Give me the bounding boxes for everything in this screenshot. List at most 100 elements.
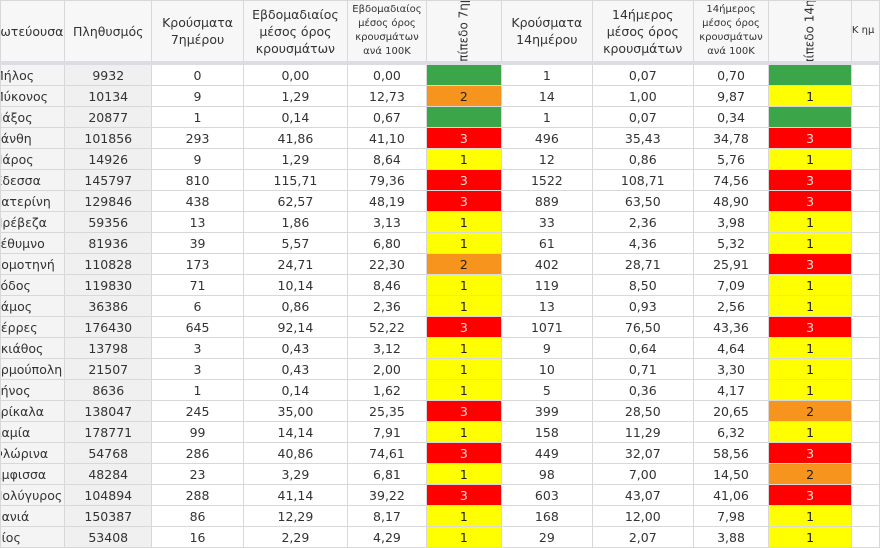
cases7-cell[interactable]: 13 xyxy=(151,211,244,233)
avg14-cell[interactable]: 11,29 xyxy=(591,421,694,443)
city-cell[interactable]: Φλώρινα xyxy=(0,442,66,464)
cases7-cell[interactable]: 3 xyxy=(151,337,244,359)
header-avg14-100k[interactable]: 14ήμερος μέσος όρος κρουσμάτων ανά 100K xyxy=(692,0,770,65)
avg7-cell[interactable]: 0,00 xyxy=(242,62,349,86)
cases14-cell[interactable]: 9 xyxy=(500,337,593,359)
city-cell[interactable]: Ρόδος xyxy=(0,274,66,296)
cases14-cell[interactable]: 496 xyxy=(500,127,593,149)
city-cell[interactable]: Πάρος xyxy=(0,148,66,170)
avg7-100k-cell[interactable]: 52,22 xyxy=(347,316,427,338)
cases14-cell[interactable]: 168 xyxy=(500,505,593,527)
extra-cell[interactable] xyxy=(850,274,880,296)
avg7-100k-cell[interactable]: 48,19 xyxy=(347,190,427,212)
cases14-cell[interactable]: 12 xyxy=(500,148,593,170)
avg14-cell[interactable]: 0,36 xyxy=(591,379,694,401)
city-cell[interactable]: Πρέβεζα xyxy=(0,211,66,233)
extra-cell[interactable] xyxy=(850,295,880,317)
avg14-100k-cell[interactable]: 2,56 xyxy=(692,295,770,317)
population-cell[interactable]: 145797 xyxy=(64,169,153,191)
level7-cell[interactable]: 1 xyxy=(425,358,502,380)
level14-cell[interactable]: 3 xyxy=(768,169,852,191)
cases14-cell[interactable]: 1 xyxy=(500,106,593,128)
level14-cell[interactable]: 1 xyxy=(768,337,852,359)
level14-cell[interactable]: 3 xyxy=(768,484,852,506)
level14-cell[interactable]: 1 xyxy=(768,526,852,548)
cases14-cell[interactable]: 98 xyxy=(500,463,593,485)
header-avg14[interactable]: 14ήμερος μέσος όρος κρουσμάτων xyxy=(591,0,694,65)
avg14-cell[interactable]: 28,71 xyxy=(591,253,694,275)
city-cell[interactable]: Ρέθυμνο xyxy=(0,232,66,254)
cases7-cell[interactable]: 6 xyxy=(151,295,244,317)
level7-cell[interactable]: 1 xyxy=(425,295,502,317)
population-cell[interactable]: 81936 xyxy=(64,232,153,254)
level7-cell[interactable]: 3 xyxy=(425,316,502,338)
level7-cell[interactable]: 1 xyxy=(425,526,502,548)
avg7-100k-cell[interactable]: 12,73 xyxy=(347,85,427,107)
population-cell[interactable]: 54768 xyxy=(64,442,153,464)
population-cell[interactable]: 178771 xyxy=(64,421,153,443)
extra-cell[interactable] xyxy=(850,127,880,149)
cases7-cell[interactable]: 0 xyxy=(151,62,244,86)
level14-cell[interactable]: 1 xyxy=(768,379,852,401)
city-cell[interactable]: Σάμος xyxy=(0,295,66,317)
cases7-cell[interactable]: 23 xyxy=(151,463,244,485)
cases14-cell[interactable]: 402 xyxy=(500,253,593,275)
avg14-cell[interactable]: 0,86 xyxy=(591,148,694,170)
avg14-cell[interactable]: 8,50 xyxy=(591,274,694,296)
cases7-cell[interactable]: 810 xyxy=(151,169,244,191)
avg14-100k-cell[interactable]: 3,30 xyxy=(692,358,770,380)
cases7-cell[interactable]: 9 xyxy=(151,148,244,170)
avg7-100k-cell[interactable]: 39,22 xyxy=(347,484,427,506)
avg7-100k-cell[interactable]: 8,17 xyxy=(347,505,427,527)
avg14-100k-cell[interactable]: 74,56 xyxy=(692,169,770,191)
avg7-cell[interactable]: 40,86 xyxy=(242,442,349,464)
extra-cell[interactable] xyxy=(850,463,880,485)
extra-cell[interactable] xyxy=(850,106,880,128)
cases7-cell[interactable]: 1 xyxy=(151,106,244,128)
cases14-cell[interactable]: 10 xyxy=(500,358,593,380)
avg14-100k-cell[interactable]: 34,78 xyxy=(692,127,770,149)
level7-cell[interactable]: 3 xyxy=(425,190,502,212)
population-cell[interactable]: 48284 xyxy=(64,463,153,485)
extra-cell[interactable] xyxy=(850,316,880,338)
cases14-cell[interactable]: 1522 xyxy=(500,169,593,191)
avg14-100k-cell[interactable]: 7,09 xyxy=(692,274,770,296)
city-cell[interactable]: Νάξος xyxy=(0,106,66,128)
extra-cell[interactable] xyxy=(850,232,880,254)
extra-cell[interactable] xyxy=(850,358,880,380)
header-cases14[interactable]: Κρούσματα 14ημέρου xyxy=(500,0,593,65)
avg14-100k-cell[interactable]: 20,65 xyxy=(692,400,770,422)
avg7-100k-cell[interactable]: 2,00 xyxy=(347,358,427,380)
avg7-100k-cell[interactable]: 7,91 xyxy=(347,421,427,443)
cases7-cell[interactable]: 86 xyxy=(151,505,244,527)
cases7-cell[interactable]: 438 xyxy=(151,190,244,212)
population-cell[interactable]: 176430 xyxy=(64,316,153,338)
level7-cell[interactable]: 1 xyxy=(425,463,502,485)
avg14-100k-cell[interactable]: 4,17 xyxy=(692,379,770,401)
city-cell[interactable]: Χανιά xyxy=(0,505,66,527)
avg7-cell[interactable]: 24,71 xyxy=(242,253,349,275)
city-cell[interactable]: Σκιάθος xyxy=(0,337,66,359)
level14-cell[interactable]: 1 xyxy=(768,274,852,296)
avg7-cell[interactable]: 1,29 xyxy=(242,148,349,170)
avg7-100k-cell[interactable]: 79,36 xyxy=(347,169,427,191)
avg14-100k-cell[interactable]: 6,32 xyxy=(692,421,770,443)
avg7-100k-cell[interactable]: 6,80 xyxy=(347,232,427,254)
cases14-cell[interactable]: 61 xyxy=(500,232,593,254)
city-cell[interactable]: Κομοτηνή xyxy=(0,253,66,275)
city-cell[interactable]: Άμφισσα xyxy=(0,463,66,485)
level7-cell[interactable]: 3 xyxy=(425,484,502,506)
avg14-cell[interactable]: 1,00 xyxy=(591,85,694,107)
city-cell[interactable]: Τήνος xyxy=(0,379,66,401)
avg7-cell[interactable]: 41,14 xyxy=(242,484,349,506)
extra-cell[interactable] xyxy=(850,421,880,443)
avg7-100k-cell[interactable]: 4,29 xyxy=(347,526,427,548)
avg7-cell[interactable]: 0,14 xyxy=(242,106,349,128)
avg7-100k-cell[interactable]: 3,12 xyxy=(347,337,427,359)
city-cell[interactable]: Πολύγυρος xyxy=(0,484,66,506)
avg14-cell[interactable]: 12,00 xyxy=(591,505,694,527)
city-cell[interactable]: Σέρρες xyxy=(0,316,66,338)
header-level14[interactable]: Επίπεδο 14ημ xyxy=(768,0,852,65)
cases7-cell[interactable]: 1 xyxy=(151,379,244,401)
cases7-cell[interactable]: 293 xyxy=(151,127,244,149)
